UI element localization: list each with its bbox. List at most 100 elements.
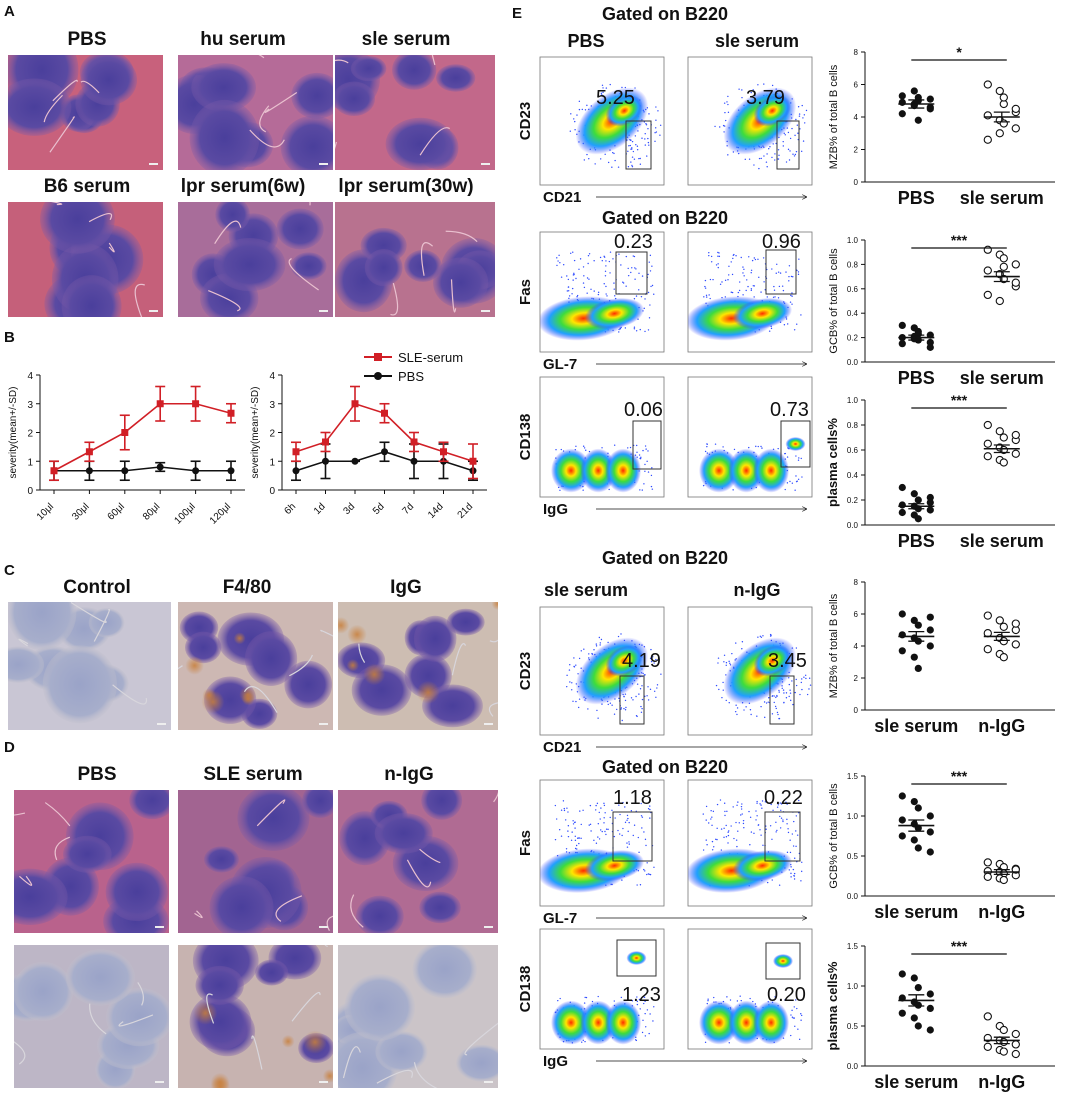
event-dot xyxy=(788,159,791,161)
event-dot xyxy=(728,274,730,276)
event-dot xyxy=(554,838,557,841)
event-dot xyxy=(789,150,791,152)
dotplot-3-point xyxy=(1011,430,1020,440)
dotplot-3-point xyxy=(983,420,992,430)
b-right-y-tick-label: 1 xyxy=(269,457,275,468)
event-dot xyxy=(609,816,611,819)
event-dot xyxy=(565,848,568,850)
event-dot xyxy=(797,273,800,276)
dotplot-5-point xyxy=(926,848,934,856)
event-dot xyxy=(718,252,720,254)
event-dot xyxy=(708,254,710,257)
event-dot xyxy=(639,157,641,160)
follicle xyxy=(280,115,333,170)
event-dot xyxy=(785,801,787,803)
event-dot xyxy=(766,166,768,168)
event-dot xyxy=(563,809,566,812)
event-dot xyxy=(784,452,786,455)
event-dot xyxy=(558,829,561,831)
event-dot xyxy=(640,456,642,458)
event-dot xyxy=(728,1042,730,1044)
event-dot xyxy=(655,119,657,121)
tissue-fiber xyxy=(358,643,366,663)
dotplot-6-y-tick-label: 1.0 xyxy=(847,982,859,991)
event-dot xyxy=(625,706,627,709)
event-dot xyxy=(618,804,620,806)
event-dot xyxy=(724,814,726,817)
event-dot xyxy=(567,835,570,838)
panel-c-header-2: F4/80 xyxy=(223,577,272,598)
event-dot xyxy=(800,1014,803,1017)
event-dot xyxy=(560,835,563,837)
event-dot xyxy=(727,831,729,833)
event-dot xyxy=(636,1003,639,1006)
event-dot xyxy=(802,140,805,142)
follicle xyxy=(291,72,333,119)
dotplot-3-point xyxy=(926,493,934,502)
event-dot xyxy=(635,295,638,297)
dotplot-4-point xyxy=(926,626,934,634)
dotplot-3-point xyxy=(983,439,992,448)
gate-title-1: Gated on B220 xyxy=(602,4,728,24)
event-dot xyxy=(562,800,565,802)
flow-plot-r3-c2: 0.73 xyxy=(687,376,813,498)
event-dot xyxy=(735,255,737,257)
event-dot xyxy=(800,1013,802,1015)
event-dot xyxy=(792,703,794,706)
event-dot xyxy=(792,276,794,278)
event-dot xyxy=(717,255,719,257)
event-dot xyxy=(572,823,575,825)
dotplot-4-point xyxy=(995,616,1004,625)
gate-percentage: 3.79 xyxy=(746,87,785,109)
event-dot xyxy=(597,995,599,998)
event-dot xyxy=(726,810,728,813)
follicle xyxy=(61,275,122,317)
dotplot-6-point xyxy=(926,1026,934,1034)
event-dot xyxy=(704,450,707,453)
event-dot xyxy=(631,148,633,150)
event-dot xyxy=(647,686,649,688)
event-dot xyxy=(711,840,714,843)
event-dot xyxy=(753,296,755,298)
b-right-x-tick-label: 3d xyxy=(341,501,357,517)
event-dot xyxy=(599,818,601,820)
event-dot xyxy=(773,701,775,704)
event-dot xyxy=(799,128,801,130)
b-left-y-tick-label: 3 xyxy=(27,400,33,411)
event-dot xyxy=(596,802,599,805)
tissue-fiber xyxy=(420,242,434,276)
plot-content xyxy=(688,799,803,893)
dotplot-5-point xyxy=(914,804,922,812)
dotplot-1: 0 2 4 6 8 MZB% of total B cells PBS sle serum * xyxy=(828,44,1055,208)
micrograph-content xyxy=(338,790,498,933)
event-dot xyxy=(763,701,766,703)
event-dot xyxy=(759,829,761,831)
event-dot xyxy=(605,293,607,295)
event-dot xyxy=(803,676,805,678)
stain-spot xyxy=(346,659,360,672)
follicle xyxy=(385,117,455,170)
event-dot xyxy=(647,329,650,331)
event-dot xyxy=(725,699,727,702)
follicle xyxy=(446,608,485,636)
event-dot xyxy=(602,91,604,94)
event-dot xyxy=(646,873,648,876)
event-dot xyxy=(760,157,762,160)
tissue-fiber xyxy=(93,608,110,642)
event-dot xyxy=(787,828,789,830)
dotplot-5-y-tick-label: 1.5 xyxy=(847,772,859,781)
tissue-fiber xyxy=(249,129,285,148)
dotplot-1-y-tick-label: 2 xyxy=(854,146,859,155)
event-dot xyxy=(568,295,571,297)
flow-x-axis-label: IgG xyxy=(543,501,568,518)
tissue-fiber xyxy=(342,1046,361,1079)
panel-d: D PBS SLE serum n-IgG xyxy=(4,739,498,1088)
event-dot xyxy=(727,154,729,156)
event-dot xyxy=(580,650,582,652)
event-dot xyxy=(755,445,757,448)
event-dot xyxy=(736,713,738,716)
dotplot-5-category-label: n-IgG xyxy=(978,902,1025,922)
event-dot xyxy=(702,813,704,815)
event-dot xyxy=(757,636,759,638)
event-dot xyxy=(728,830,730,832)
